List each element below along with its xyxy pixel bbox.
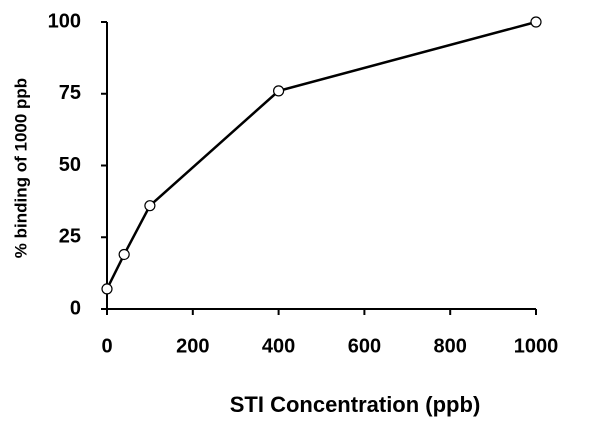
x-tick-label: 800 [434,335,467,357]
x-tick-label: 600 [348,335,381,357]
x-tick-label: 0 [101,335,112,357]
y-tick-label: 100 [48,10,81,32]
data-line [105,20,537,290]
data-point [273,85,285,97]
y-tick-label: 75 [59,82,81,104]
x-tick-label: 200 [176,335,209,357]
y-tick-label: 50 [59,154,81,176]
y-axis-title: % binding of 1000 ppb [11,78,30,258]
y-tick-label: 0 [70,297,81,319]
x-axis-title: STI Concentration (ppb) [230,392,481,417]
data-point [101,283,113,295]
data-point [118,248,130,261]
x-tick-label: 1000 [514,335,559,357]
x-tick-label: 400 [262,335,295,357]
data-point [530,16,542,28]
y-tick-label: 25 [59,226,81,248]
data-point [144,200,156,212]
